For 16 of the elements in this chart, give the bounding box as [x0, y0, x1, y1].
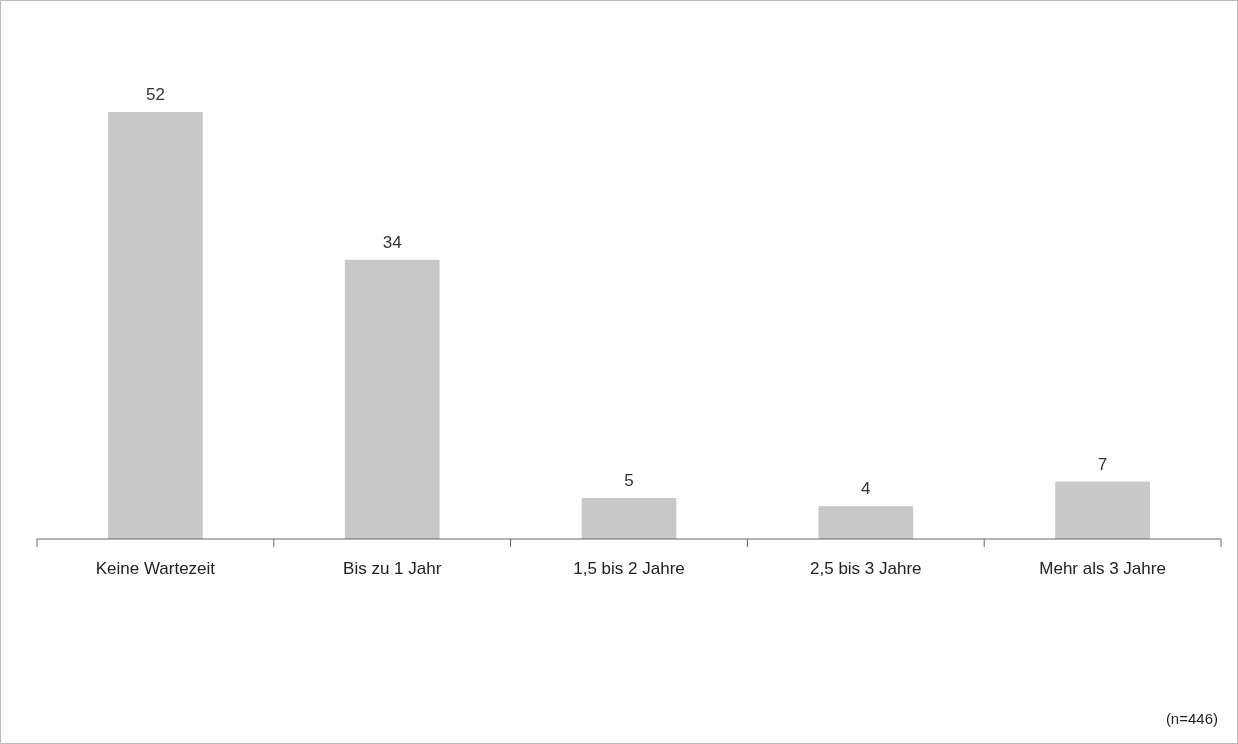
data-label: 52	[145, 85, 165, 104]
x-tick-label: 1,5 bis 2 Jahre	[573, 559, 685, 578]
bar	[1055, 481, 1150, 539]
bar	[344, 259, 440, 539]
bar	[581, 497, 677, 539]
x-tick-label: Keine Wartezeit	[95, 559, 216, 578]
x-tick-label: 2,5 bis 3 Jahre	[810, 559, 922, 578]
data-label: 7	[1097, 454, 1108, 474]
bar	[818, 506, 914, 539]
data-label: 34	[382, 232, 402, 252]
x-tick-label: Bis zu 1 Jahr	[343, 559, 442, 578]
bar	[108, 112, 203, 539]
text: (n=446)	[1165, 710, 1218, 727]
data-label: 4	[861, 479, 871, 499]
x-tick-label: Mehr als 3 Jahre	[1039, 559, 1166, 578]
data-label: 5	[624, 470, 634, 490]
